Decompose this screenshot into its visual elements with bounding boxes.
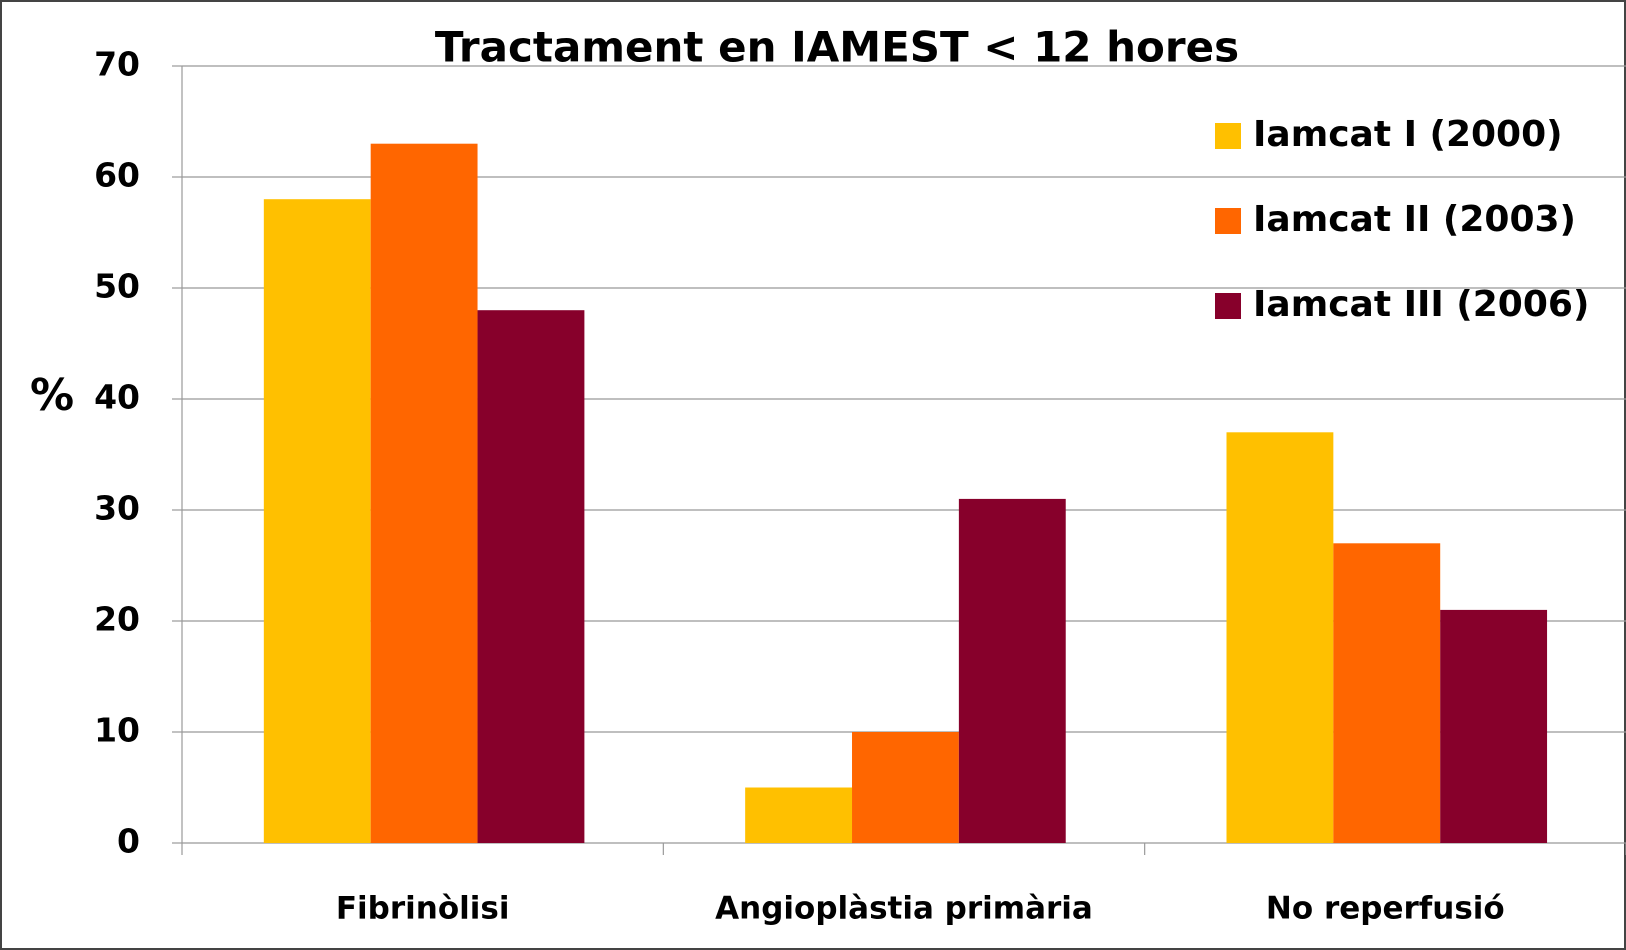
y-tick-label: 20 — [94, 600, 140, 639]
legend-swatch — [1215, 293, 1241, 319]
y-tick-label: 60 — [94, 156, 140, 195]
bar — [745, 787, 853, 843]
bar — [1440, 609, 1548, 843]
legend-label: Iamcat III (2006) — [1253, 284, 1589, 325]
y-tick-label: 50 — [94, 267, 140, 306]
bar — [263, 199, 371, 843]
y-tick-label: 70 — [94, 45, 140, 84]
x-tick-label: No reperfusió — [1266, 891, 1505, 927]
y-tick-label: 30 — [94, 489, 140, 528]
bar — [1333, 543, 1441, 843]
y-tick-label: 40 — [94, 378, 140, 417]
bar — [958, 498, 1066, 843]
bar — [852, 732, 959, 843]
y-tick-label: 10 — [94, 711, 140, 750]
legend-label: Iamcat II (2003) — [1253, 199, 1576, 240]
legend-swatch — [1215, 208, 1241, 234]
bar — [370, 143, 478, 843]
legend-swatch — [1215, 123, 1241, 149]
chart-title: Tractament en IAMEST < 12 hores — [435, 23, 1239, 72]
x-tick-label: Fibrinòlisi — [336, 891, 510, 927]
y-tick-label: 0 — [117, 822, 140, 861]
y-axis-label: % — [30, 370, 74, 421]
legend-label: Iamcat I (2000) — [1253, 114, 1563, 155]
x-tick-label: Angioplàstia primària — [715, 891, 1093, 927]
bar — [477, 310, 585, 843]
bar — [1226, 432, 1334, 843]
